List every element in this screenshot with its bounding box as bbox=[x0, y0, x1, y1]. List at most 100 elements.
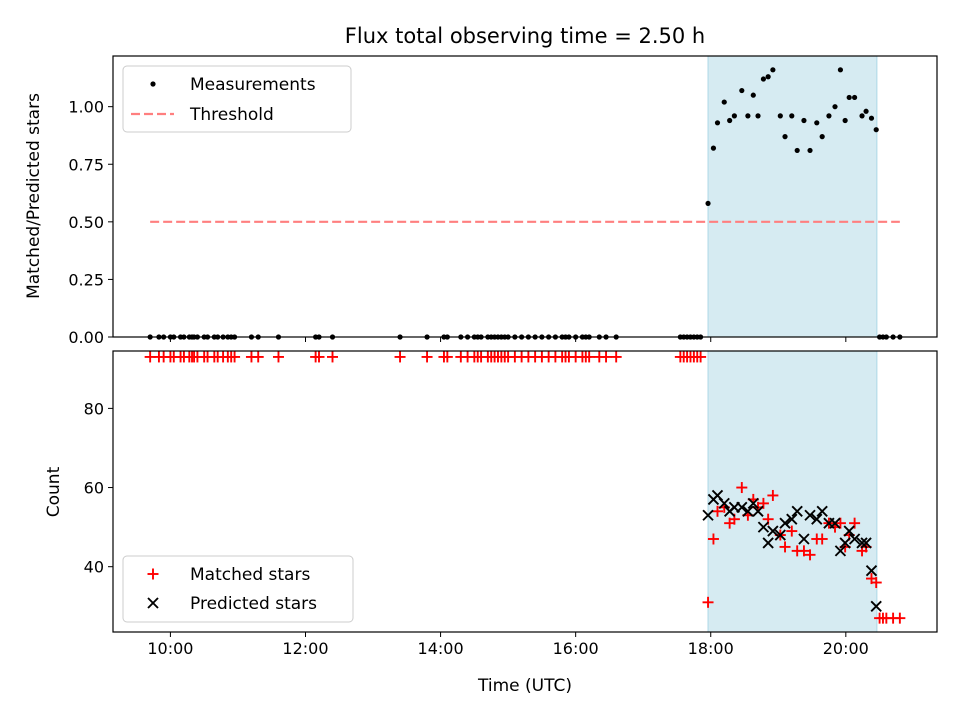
matched-star-marker bbox=[707, 533, 719, 545]
measurement-point bbox=[873, 127, 879, 133]
predicted-star-marker-b bbox=[736, 501, 748, 514]
legend-measurements-label: Measurements bbox=[190, 75, 316, 95]
measurement-point bbox=[760, 76, 767, 82]
predicted-star-marker-b bbox=[757, 521, 770, 533]
measurement-point bbox=[777, 113, 783, 119]
y-tick-label: 40 bbox=[84, 558, 104, 577]
predicted-star-marker bbox=[736, 501, 748, 514]
count-panel: 40 60 80 10:00 12:00 14:00 16:00 18:00 20:00 Matc… bbox=[84, 350, 938, 658]
matched-star-marker bbox=[583, 351, 595, 363]
observing-window-shade bbox=[708, 56, 877, 337]
measurement-point bbox=[782, 134, 788, 140]
predicted-star-marker-b bbox=[798, 533, 810, 545]
measurement-point bbox=[868, 115, 875, 121]
predicted-star-marker-b bbox=[791, 505, 803, 517]
chart-title: Flux total observing time = 2.50 h bbox=[345, 24, 705, 48]
predicted-star-marker-b bbox=[834, 545, 847, 557]
predicted-star-marker bbox=[774, 529, 786, 541]
matched-star-marker bbox=[610, 351, 622, 363]
predicted-star-marker-b bbox=[860, 537, 872, 549]
ratio-panel: 0.00 0.25 0.50 0.75 1.00 Measurements Threshol… bbox=[68, 55, 938, 347]
matched-star-marker bbox=[252, 351, 264, 363]
matched-star-marker bbox=[600, 351, 612, 363]
predicted-star-marker bbox=[767, 525, 779, 537]
measurement-point bbox=[721, 99, 727, 105]
matched-star-marker bbox=[834, 517, 846, 529]
measurement-point bbox=[863, 108, 869, 114]
predicted-star-marker bbox=[816, 505, 828, 517]
predicted-star-marker bbox=[843, 525, 855, 537]
matched-star-marker bbox=[798, 545, 810, 557]
measurement-point bbox=[832, 104, 838, 110]
predicted-star-marker-b bbox=[843, 525, 855, 537]
ratio-panel-y-label: Matched/Predicted stars bbox=[24, 93, 44, 299]
matched-star-marker bbox=[441, 351, 453, 363]
predicted-star-marker-b bbox=[816, 505, 828, 517]
legend-predicted-label: Predicted stars bbox=[190, 594, 317, 614]
measurement-point bbox=[846, 94, 852, 101]
matched-star-marker bbox=[711, 505, 723, 517]
predicted-star-marker bbox=[811, 513, 823, 525]
legend-matched-label: Matched stars bbox=[190, 565, 310, 585]
predicted-star-marker bbox=[779, 517, 791, 529]
measurement-point bbox=[819, 134, 825, 140]
matched-star-marker bbox=[313, 351, 325, 363]
x-tick-label: 10:00 bbox=[147, 639, 193, 658]
legend-predicted-marker bbox=[147, 597, 159, 609]
measurement-point bbox=[750, 92, 756, 98]
predicted-star-marker bbox=[834, 545, 847, 557]
measurement-point bbox=[770, 67, 776, 73]
predicted-star-marker-b bbox=[839, 537, 851, 549]
legend-matched-marker bbox=[147, 568, 159, 580]
y-tick-label: 0.25 bbox=[68, 270, 104, 289]
predicted-star-marker-b bbox=[786, 513, 798, 525]
predicted-star-marker bbox=[742, 505, 754, 517]
matched-star-marker bbox=[229, 351, 241, 363]
predicted-star-marker bbox=[848, 533, 861, 545]
predicted-star-marker bbox=[702, 509, 714, 521]
measurement-point bbox=[859, 113, 865, 119]
predicted-star-marker-b bbox=[856, 537, 868, 549]
legend-predicted-marker-b bbox=[147, 597, 159, 609]
x-tick-label: 16:00 bbox=[553, 639, 599, 658]
y-tick-label: 60 bbox=[84, 479, 104, 498]
matched-star-marker bbox=[786, 525, 798, 537]
predicted-star-marker bbox=[757, 521, 770, 533]
measurement-point bbox=[745, 113, 751, 119]
predicted-star-marker-b bbox=[702, 509, 714, 521]
predicted-star-marker bbox=[860, 537, 872, 549]
measurement-point bbox=[814, 120, 820, 126]
x-tick-label: 18:00 bbox=[688, 639, 734, 658]
ratio-legend: Measurements Threshold bbox=[122, 65, 352, 133]
measurement-point bbox=[789, 113, 795, 119]
y-tick-label: 0.50 bbox=[68, 213, 104, 232]
measurement-point bbox=[826, 113, 832, 119]
x-tick-label: 20:00 bbox=[823, 639, 869, 658]
predicted-star-marker-b bbox=[870, 600, 882, 612]
predicted-star-marker-b bbox=[774, 529, 786, 541]
y-tick-label: 80 bbox=[84, 399, 104, 418]
predicted-star-marker bbox=[747, 497, 759, 510]
predicted-star-marker bbox=[870, 600, 882, 612]
predicted-star-marker-b bbox=[804, 509, 816, 521]
measurement-point bbox=[727, 117, 733, 124]
measurement-point bbox=[731, 113, 737, 119]
predicted-star-marker bbox=[839, 537, 851, 549]
predicted-star-marker-b bbox=[752, 505, 764, 517]
y-tick-label: 1.00 bbox=[68, 98, 104, 117]
predicted-star-marker bbox=[762, 537, 774, 549]
plot-frame bbox=[112, 55, 938, 338]
matched-star-marker bbox=[816, 533, 828, 545]
predicted-star-marker-b bbox=[767, 525, 779, 537]
predicted-star-marker bbox=[718, 497, 730, 510]
predicted-star-marker bbox=[798, 533, 810, 545]
predicted-star-marker bbox=[804, 509, 816, 521]
matched-star-marker bbox=[421, 351, 433, 363]
matched-star-marker bbox=[894, 612, 906, 624]
legend-measurement-marker bbox=[150, 81, 156, 87]
matched-star-marker bbox=[394, 351, 406, 363]
predicted-star-marker bbox=[829, 517, 841, 529]
measurement-point bbox=[837, 67, 844, 73]
matched-star-marker bbox=[767, 489, 779, 501]
